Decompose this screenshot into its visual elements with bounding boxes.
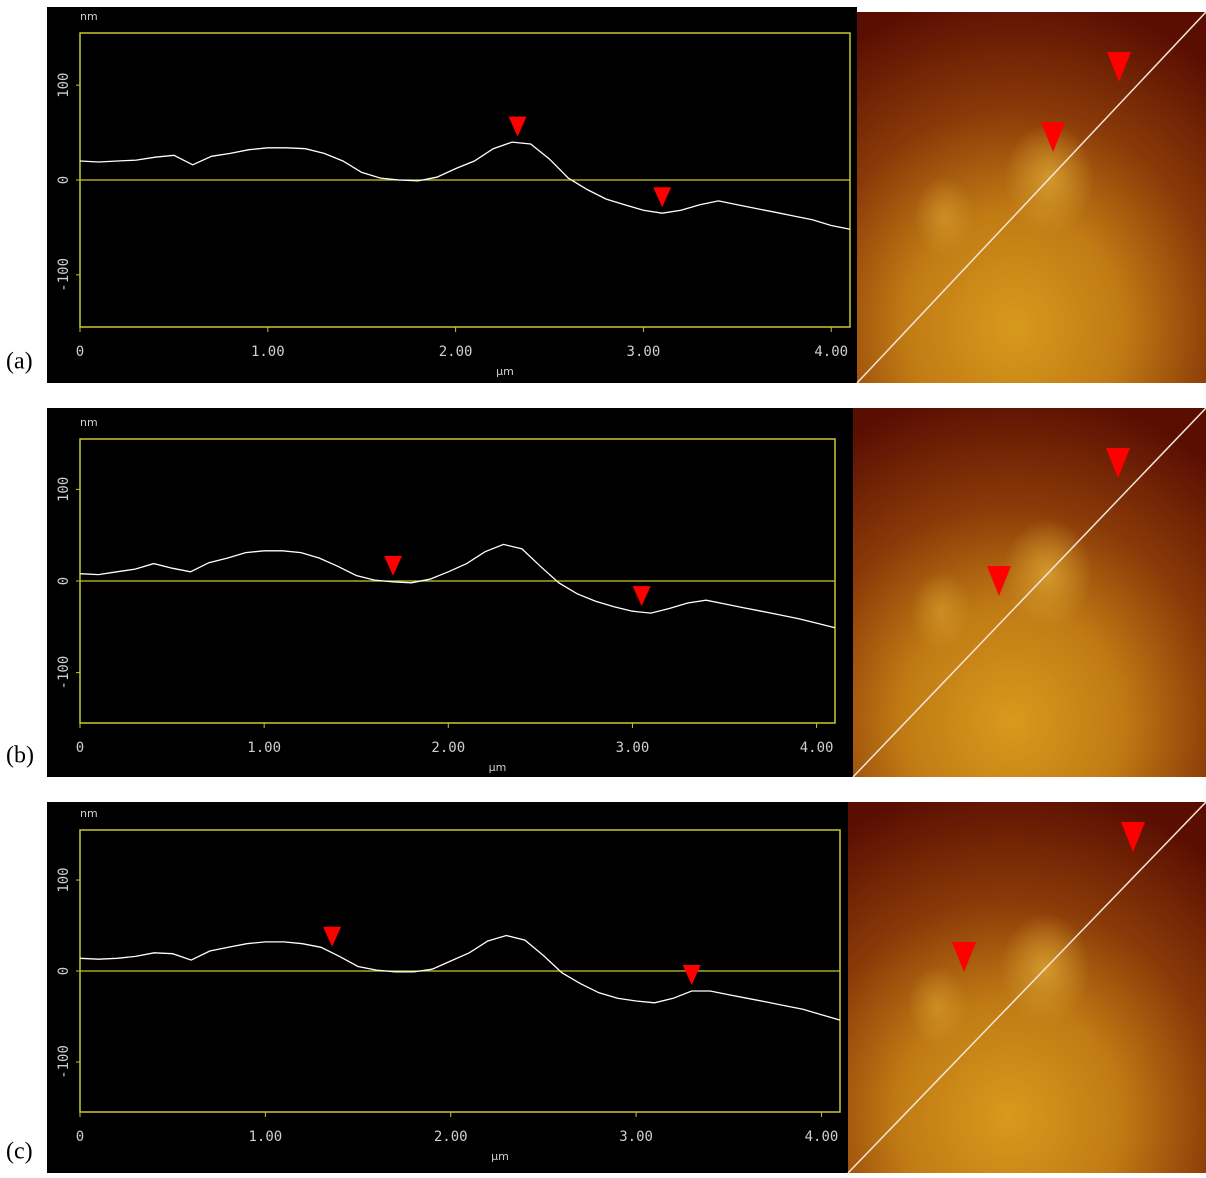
image-marker xyxy=(1106,448,1130,478)
x-tick-label: 4.00 xyxy=(805,1129,839,1145)
scan-line xyxy=(852,407,1206,778)
profile-marker xyxy=(384,555,403,576)
y-tick-label: 100 xyxy=(56,477,72,502)
x-tick-label: 1.00 xyxy=(249,1129,283,1145)
y-tick-label: -100 xyxy=(56,656,72,690)
afm-image xyxy=(856,11,1206,384)
profile-marker xyxy=(682,965,701,986)
plot-background xyxy=(47,408,853,777)
panel-label: (a) xyxy=(6,349,33,375)
chart-panel: 0 1.00 2.00 3.00 4.00 100 0 -100 nm µm (a) xyxy=(6,7,857,383)
x-axis-label: µm xyxy=(491,1150,509,1163)
image-marker xyxy=(1107,52,1131,82)
afm-feature xyxy=(907,966,968,1047)
profile-marker xyxy=(508,116,527,137)
image-marker xyxy=(1121,822,1145,852)
x-axis-label: µm xyxy=(489,761,507,774)
panel-label: (c) xyxy=(6,1139,33,1165)
x-tick-label: 0 xyxy=(76,1129,84,1145)
y-tick-label: -100 xyxy=(56,1045,72,1079)
x-tick-label: 3.00 xyxy=(619,1129,653,1145)
profile-line xyxy=(79,141,851,230)
x-tick-label: 3.00 xyxy=(616,740,650,756)
x-tick-label: 0 xyxy=(76,344,84,360)
profile-line xyxy=(79,543,836,629)
afm-image xyxy=(852,407,1206,778)
x-tick-label: 1.00 xyxy=(251,344,285,360)
x-tick-label: 0 xyxy=(76,740,84,756)
y-axis-label: nm xyxy=(80,807,98,820)
image-marker xyxy=(1041,122,1065,152)
scan-line xyxy=(856,11,1206,384)
plot-background xyxy=(47,802,848,1173)
x-tick-label: 4.00 xyxy=(814,344,848,360)
x-tick-label: 3.00 xyxy=(627,344,661,360)
profile-marker xyxy=(653,187,672,208)
panel-label: (b) xyxy=(6,743,34,769)
image-marker xyxy=(952,942,976,972)
profile-line xyxy=(79,934,841,1021)
y-tick-label: 0 xyxy=(56,176,72,184)
y-tick-label: -100 xyxy=(56,258,72,292)
y-tick-label: 100 xyxy=(56,73,72,98)
y-axis-label: nm xyxy=(80,416,98,429)
chart-panel: 0 1.00 2.00 3.00 4.00 100 0 -100 nm µm (b) xyxy=(6,408,853,777)
image-marker xyxy=(987,566,1011,596)
x-tick-label: 2.00 xyxy=(439,344,473,360)
afm-feature xyxy=(911,570,972,651)
afm-image xyxy=(847,801,1206,1174)
y-tick-label: 0 xyxy=(56,577,72,585)
x-tick-label: 2.00 xyxy=(431,740,465,756)
afm-feature xyxy=(914,176,975,257)
x-tick-label: 2.00 xyxy=(434,1129,468,1145)
scan-line xyxy=(847,801,1206,1174)
x-tick-label: 1.00 xyxy=(247,740,281,756)
plot-background xyxy=(47,7,857,383)
chart-panel: 0 1.00 2.00 3.00 4.00 100 0 -100 nm µm (c) xyxy=(6,802,848,1173)
y-tick-label: 0 xyxy=(56,967,72,975)
x-axis-label: µm xyxy=(496,365,514,378)
x-tick-label: 4.00 xyxy=(800,740,834,756)
profile-marker xyxy=(632,586,651,607)
profile-marker xyxy=(323,926,342,947)
y-tick-label: 100 xyxy=(56,867,72,892)
y-axis-label: nm xyxy=(80,10,98,23)
